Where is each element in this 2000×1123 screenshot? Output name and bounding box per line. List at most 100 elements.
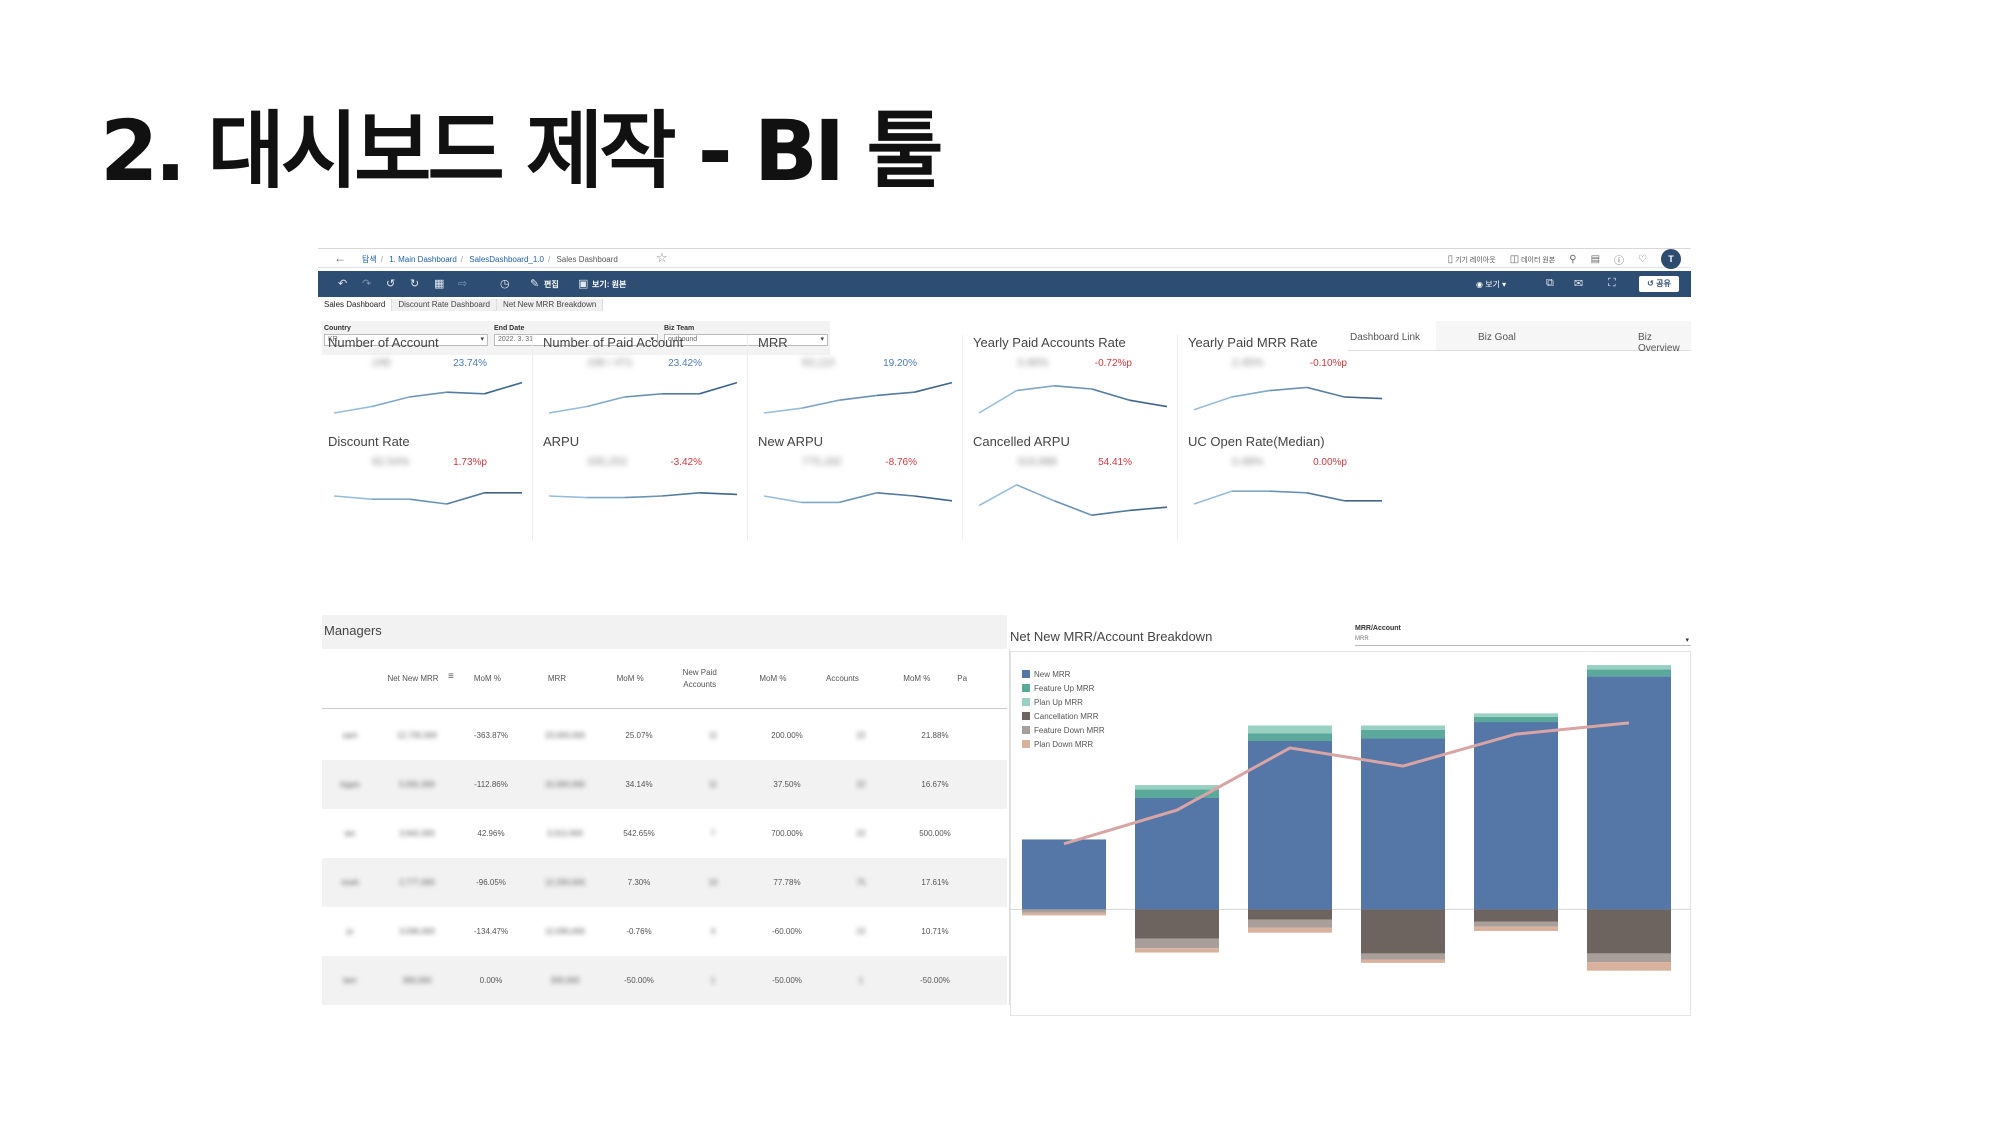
bar-segment[interactable] <box>1587 953 1671 963</box>
legend-item[interactable]: Feature Down MRR <box>1022 723 1105 737</box>
tab-discount-rate-dashboard[interactable]: Discount Rate Dashboard <box>392 299 497 311</box>
bar-segment[interactable] <box>1135 948 1219 953</box>
legend-item[interactable]: Plan Down MRR <box>1022 737 1105 751</box>
breakdown-title: Net New MRR/Account Breakdown <box>1010 629 1213 644</box>
breadcrumb-item-main-dashboard[interactable]: 1. Main Dashboard <box>389 255 457 264</box>
table-cell-npa: 11 <box>708 731 718 740</box>
avatar[interactable]: T <box>1661 249 1681 269</box>
column-header[interactable]: Net New MRR <box>387 674 439 683</box>
bar-segment[interactable] <box>1248 741 1332 910</box>
bar-segment[interactable] <box>1474 926 1558 931</box>
bar-segment[interactable] <box>1361 738 1445 910</box>
table-row[interactable]: noah 2,777,000 -96.05% 12,200,000 7.30% 16 77.… <box>322 858 1007 907</box>
bar-segment[interactable] <box>1248 927 1332 933</box>
table-row[interactable]: ben 300,000 0.00% 300,000 -50.00% 1 -50.00% 1 -5… <box>322 956 1007 1005</box>
bar-segment[interactable] <box>1587 669 1671 677</box>
bar-segment[interactable] <box>1474 921 1558 927</box>
replay-icon[interactable]: ⇨ <box>458 278 468 290</box>
data-source-button[interactable]: ◫ 데이터 원본 <box>1510 254 1556 265</box>
show-menu-button[interactable]: ◉ 보기 ▾ <box>1476 280 1507 289</box>
view-original-icon[interactable]: ▣ <box>578 278 589 290</box>
bar-segment[interactable] <box>1587 962 1671 971</box>
pause-icon[interactable]: ▦ <box>434 278 445 290</box>
column-header[interactable]: MoM % <box>616 674 644 683</box>
mrr-account-selector[interactable]: MRR ▾ <box>1355 636 1691 646</box>
bar-segment[interactable] <box>1248 909 1332 920</box>
bell-icon[interactable]: ♡ <box>1638 253 1647 265</box>
managers-table: Net New MRR MoM % MRR MoM % New Paid Account… <box>322 649 1010 1005</box>
filter-biz-team-select[interactable]: outbound ▾ <box>664 334 828 346</box>
table-row[interactable]: ian 3,942,000 42.96% 3,312,000 542.65% 7 700.0… <box>322 809 1007 858</box>
kpi-value: 335,253 <box>587 456 627 468</box>
bar-segment[interactable] <box>1135 789 1219 799</box>
legend-item[interactable]: Cancellation MRR <box>1022 709 1105 723</box>
table-row[interactable]: jo 3,590,000 -134.47% 12,590,000 -0.76% 4 -60.… <box>322 907 1007 956</box>
biz-overview-link[interactable]: Biz Overview <box>1638 332 1680 354</box>
bar-segment[interactable] <box>1587 665 1671 670</box>
table-row[interactable]: logan 5,591,000 -112.86% 15,000,000 34.14% 11… <box>322 760 1007 809</box>
legend-label: Feature Up MRR <box>1034 683 1095 693</box>
column-header[interactable]: MoM % <box>473 674 501 683</box>
favorite-star-icon[interactable]: ☆ <box>656 250 668 265</box>
legend-item[interactable]: New MRR <box>1022 667 1105 681</box>
edit-button[interactable]: 편집 <box>544 280 559 289</box>
breadcrumb-item-explore[interactable]: 탐색 <box>362 255 377 264</box>
breadcrumb-item-workbook[interactable]: SalesDashboard_1.0 <box>469 255 544 264</box>
bar-segment[interactable] <box>1361 953 1445 960</box>
bar-segment[interactable] <box>1248 919 1332 928</box>
revert-icon[interactable]: ↺ <box>386 278 396 290</box>
tab-net-new-mrr-breakdown[interactable]: Net New MRR Breakdown <box>496 299 604 311</box>
tab-sales-dashboard[interactable]: Sales Dashboard <box>318 299 393 311</box>
duplicate-icon[interactable]: ⧉ <box>1546 277 1554 289</box>
bar-segment[interactable] <box>1135 938 1219 949</box>
edit-icon[interactable]: ✎ <box>530 278 540 290</box>
undo-icon[interactable]: ↶ <box>338 278 348 290</box>
filter-country-select[interactable]: KR ▾ <box>324 334 488 346</box>
column-header[interactable]: Pa <box>957 674 968 683</box>
bar-segment[interactable] <box>1361 909 1445 954</box>
table-cell-mrr: 300,000 <box>550 976 580 985</box>
biz-goal-link[interactable]: Biz Goal <box>1478 332 1516 343</box>
legend-item[interactable]: Feature Up MRR <box>1022 681 1105 695</box>
bar-segment[interactable] <box>1361 725 1445 730</box>
share-button[interactable]: ↺ 공유 <box>1639 276 1679 292</box>
table-cell-mom4: 17.61% <box>921 878 949 887</box>
watch-icon[interactable]: ◷ <box>500 278 510 290</box>
column-header[interactable]: New Paid Accounts <box>682 668 717 689</box>
bar-segment[interactable] <box>1474 716 1558 723</box>
column-header[interactable]: Accounts <box>825 674 859 683</box>
legend-item[interactable]: Plan Up MRR <box>1022 695 1105 709</box>
bar-segment[interactable] <box>1135 785 1219 790</box>
bar-segment[interactable] <box>1135 909 1219 939</box>
back-arrow-icon[interactable]: ← <box>334 251 346 265</box>
column-header[interactable]: MoM % <box>759 674 787 683</box>
bar-segment[interactable] <box>1474 722 1558 910</box>
redo-icon[interactable]: ↷ <box>362 278 372 290</box>
bar-segment[interactable] <box>1361 959 1445 963</box>
table-row[interactable]: sam 12,735,000 -363.87% 23,000,000 25.07% 11 2… <box>322 711 1007 760</box>
bar-segment[interactable] <box>1022 912 1106 916</box>
bar-segment[interactable] <box>1587 909 1671 954</box>
column-header[interactable]: MRR <box>547 674 567 683</box>
sort-icon[interactable]: ≡ <box>448 671 454 682</box>
help-icon[interactable]: ⓘ <box>1614 255 1625 267</box>
notes-icon[interactable]: ▤ <box>1590 253 1601 265</box>
device-layout-button[interactable]: ▯ 기기 레이아웃 <box>1448 254 1496 265</box>
bar-segment[interactable] <box>1474 713 1558 717</box>
kpi-sparkline <box>333 381 523 414</box>
bar-segment[interactable] <box>1248 725 1332 734</box>
bar-segment[interactable] <box>1135 798 1219 910</box>
bar-segment[interactable] <box>1361 729 1445 739</box>
view-original-button[interactable]: 보기: 원본 <box>592 280 627 289</box>
bar-segment[interactable] <box>1474 909 1558 922</box>
column-header[interactable]: MoM % <box>903 674 931 683</box>
bar-segment[interactable] <box>1248 733 1332 742</box>
refresh-icon[interactable]: ↻ <box>410 278 420 290</box>
bar-segment[interactable] <box>1587 676 1671 910</box>
comment-icon[interactable]: ✉ <box>1574 278 1584 290</box>
bar-segment[interactable] <box>1022 909 1106 913</box>
bar-segment[interactable] <box>1022 839 1106 910</box>
filter-end-date-select[interactable]: 2022. 3. 31 ▾ <box>494 334 658 346</box>
search-icon[interactable]: ⚲ <box>1569 253 1577 265</box>
fullscreen-icon[interactable]: ⛶ <box>1608 277 1616 289</box>
